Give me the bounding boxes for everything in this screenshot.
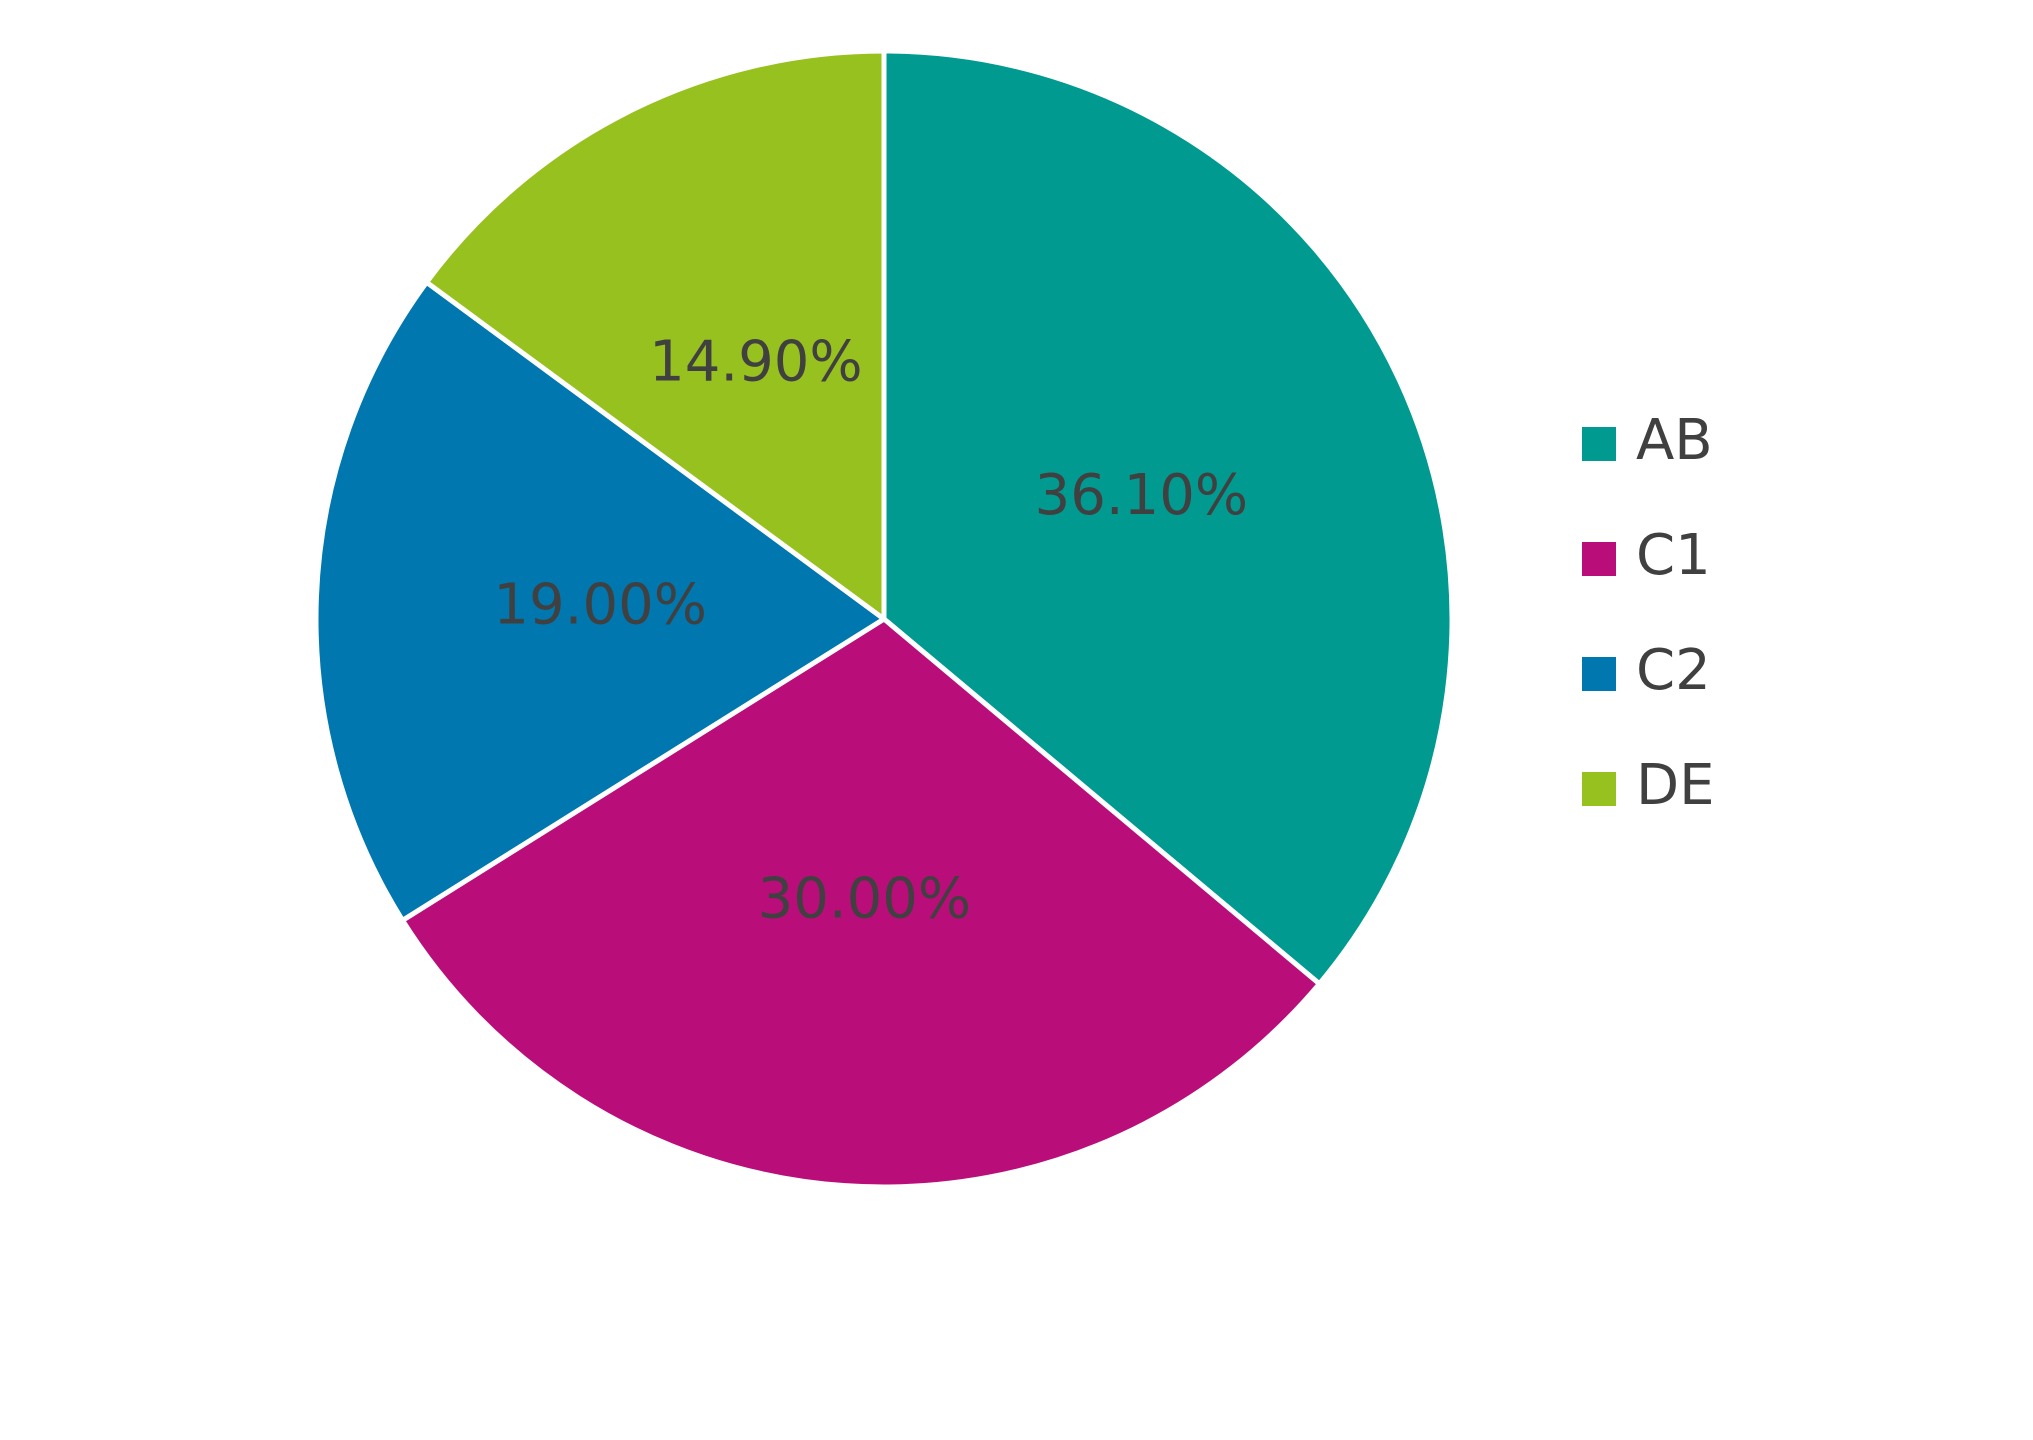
pie-slice [424,48,887,622]
pie-slice [881,48,1455,987]
legend-swatch [1582,427,1616,461]
pie-slice [313,279,887,923]
data-label: 36.10% [1035,463,1249,528]
data-label: 14.90% [649,330,863,395]
legend-swatch [1582,542,1616,576]
legend-label: C2 [1636,638,1711,703]
data-label: 19.00% [493,572,707,637]
legend-swatch [1582,772,1616,806]
legend-label: AB [1636,408,1713,473]
legend-label: DE [1636,753,1715,818]
legend-swatch [1582,657,1616,691]
legend-label: C1 [1636,523,1711,588]
data-label: 30.00% [758,866,972,931]
pie-slice [400,616,1322,1190]
